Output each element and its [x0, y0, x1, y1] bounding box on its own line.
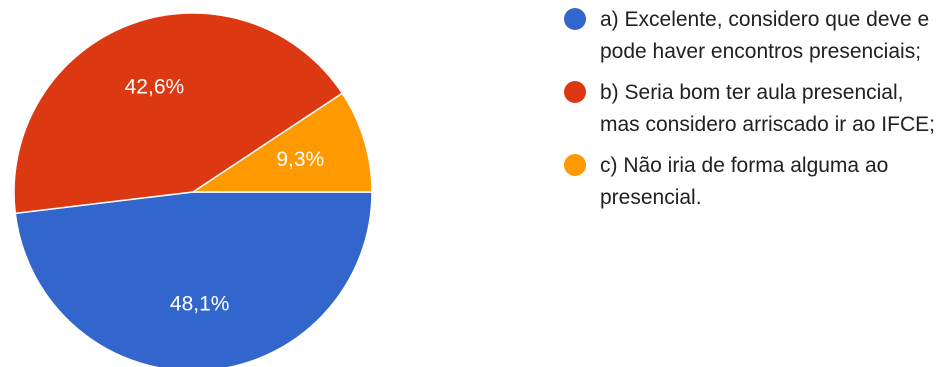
legend-item-a[interactable]: a) Excelente, considero que deve e pode … — [560, 4, 936, 68]
legend-label-c: c) Não iria de forma alguma ao presencia… — [600, 154, 889, 209]
legend-label-a: a) Excelente, considero que deve e pode … — [600, 8, 930, 63]
legend-swatch-b — [564, 81, 586, 103]
legend-item-b[interactable]: b) Seria bom ter aula presencial, mas co… — [560, 77, 936, 141]
legend-item-c[interactable]: c) Não iria de forma alguma ao presencia… — [560, 150, 936, 214]
slice-a[interactable] — [14, 191, 373, 367]
slice-c-label: 9,3% — [276, 148, 324, 171]
slice-b-label: 42,6% — [125, 75, 185, 98]
legend-swatch-c — [564, 154, 586, 176]
slice-b[interactable] — [13, 12, 344, 215]
slice-a-label: 48,1% — [170, 292, 230, 315]
legend-label-b: b) Seria bom ter aula presencial, mas co… — [600, 81, 935, 136]
legend-swatch-a — [564, 8, 586, 30]
legend: a) Excelente, considero que deve e pode … — [560, 4, 936, 223]
slice-c[interactable] — [190, 92, 373, 193]
pie-chart: 48,1% 42,6% 9,3% — [13, 12, 373, 367]
